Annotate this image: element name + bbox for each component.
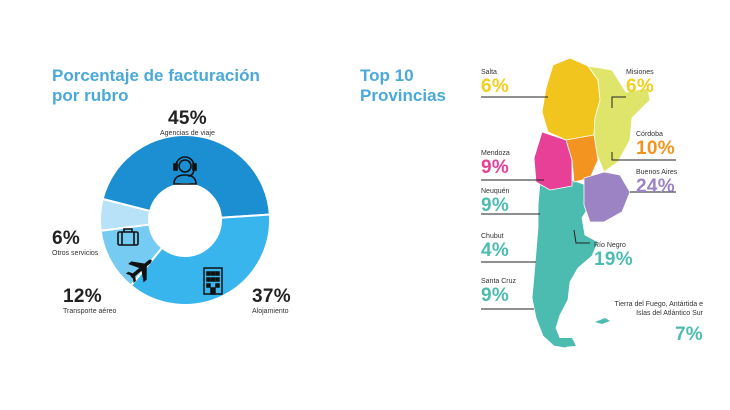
donut-title-line-2: por rubro bbox=[52, 86, 129, 105]
province-value-mendoza: 9% bbox=[481, 157, 510, 178]
leader-lines bbox=[481, 96, 676, 310]
donut-chart-title: Porcentaje de facturación por rubro bbox=[52, 66, 260, 106]
call-center-agent-icon bbox=[173, 156, 197, 185]
province-value-rio-negro: 19% bbox=[594, 249, 633, 270]
suitcase-icon bbox=[117, 228, 139, 246]
province-mendoza: Mendoza 9% bbox=[481, 150, 510, 179]
provinces-title-line-2: Provincias bbox=[360, 86, 446, 105]
airplane-icon bbox=[125, 259, 152, 283]
province-name-rio-negro: Río Negro bbox=[594, 242, 626, 249]
province-santa-cruz: Santa Cruz 9% bbox=[481, 278, 516, 307]
province-value-cordoba: 10% bbox=[636, 138, 675, 159]
map-region-patagonia bbox=[531, 179, 599, 349]
province-name-misiones: Misiones bbox=[626, 69, 654, 76]
province-chubut: Chubut 4% bbox=[481, 233, 509, 262]
map-region-buenos-aires bbox=[583, 171, 631, 223]
province-name-cordoba: Córdoba bbox=[636, 131, 663, 138]
slice-name-agencias: Agencias de viaje bbox=[160, 130, 215, 137]
province-value-santa-cruz: 9% bbox=[481, 285, 510, 306]
province-salta: Salta 6% bbox=[481, 69, 509, 98]
slice-name-otros: Otros servicios bbox=[52, 250, 99, 257]
province-name-neuquen: Neuquén bbox=[481, 188, 510, 195]
slice-value-alojamiento: 37% bbox=[252, 286, 291, 307]
province-name-tierra-del-fuego: Tierra del Fuego, Antártida e Islas del … bbox=[614, 301, 703, 317]
slice-name-transporte: Transporte aéreo bbox=[63, 308, 117, 315]
province-tierra-del-fuego: Tierra del Fuego, Antártida e Islas del … bbox=[613, 300, 703, 346]
slice-otros bbox=[99, 197, 152, 232]
province-neuquen: Neuquén 9% bbox=[481, 188, 509, 217]
map-region-islas bbox=[595, 318, 610, 324]
slice-value-otros: 6% bbox=[52, 228, 81, 249]
slice-alojamiento bbox=[129, 213, 271, 306]
province-value-buenos-aires: 24% bbox=[636, 176, 675, 197]
slice-value-transporte: 12% bbox=[63, 286, 102, 307]
province-name-santa-cruz: Santa Cruz bbox=[481, 278, 517, 285]
provinces-title: Top 10 Provincias bbox=[360, 66, 446, 106]
province-value-salta: 6% bbox=[481, 76, 510, 97]
slice-label-transporte: 12% Transporte aéreo bbox=[63, 286, 116, 315]
province-name-salta: Salta bbox=[481, 69, 497, 76]
province-name-buenos-aires: Buenos Aires bbox=[636, 169, 678, 176]
province-value-neuquen: 9% bbox=[481, 195, 510, 216]
province-value-misiones: 6% bbox=[626, 76, 655, 97]
map-region-northeast bbox=[587, 65, 651, 173]
slice-name-alojamiento: Alojamiento bbox=[252, 308, 289, 315]
province-value-chubut: 4% bbox=[481, 240, 510, 261]
slice-label-otros: 6% Otros servicios bbox=[52, 228, 98, 257]
province-value-tierra-del-fuego: 7% bbox=[674, 324, 703, 345]
province-buenos-aires: Buenos Aires 24% bbox=[636, 169, 677, 198]
province-rio-negro: Río Negro 19% bbox=[594, 242, 633, 271]
slice-agencias bbox=[101, 134, 271, 219]
slice-label-alojamiento: 37% Alojamiento bbox=[252, 286, 291, 315]
slice-value-agencias: 45% bbox=[167, 108, 207, 129]
province-cordoba: Córdoba 10% bbox=[636, 131, 675, 160]
province-misiones: Misiones 6% bbox=[626, 69, 654, 98]
provinces-title-line-1: Top 10 bbox=[360, 66, 414, 85]
province-name-mendoza: Mendoza bbox=[481, 150, 510, 157]
donut-title-line-1: Porcentaje de facturación bbox=[52, 66, 260, 85]
building-icon bbox=[203, 267, 223, 295]
slice-label-agencias: 45% Agencias de viaje bbox=[160, 108, 215, 137]
map-region-tierra-del-fuego bbox=[558, 338, 576, 347]
province-name-chubut: Chubut bbox=[481, 233, 504, 240]
